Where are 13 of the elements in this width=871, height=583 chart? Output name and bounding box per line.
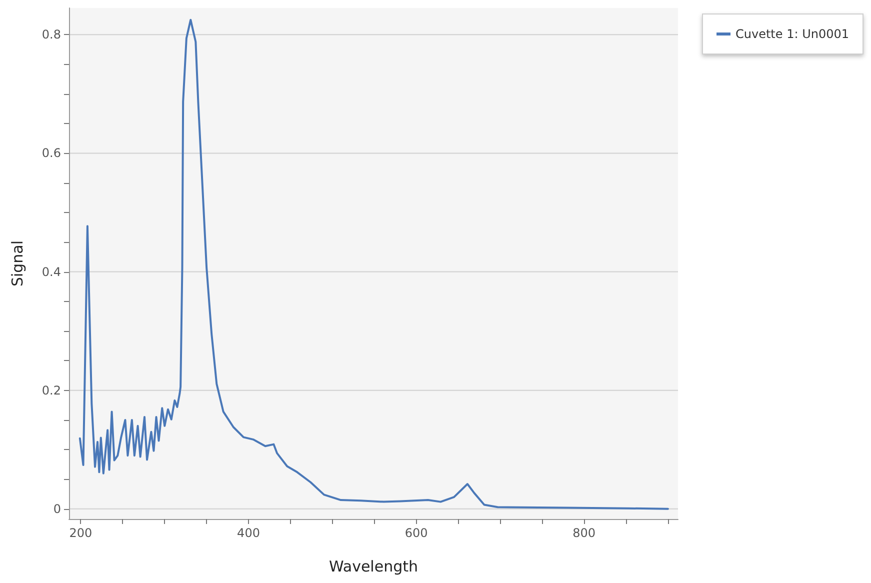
x-tick-label: 600 bbox=[404, 526, 428, 540]
y-tick-label: 0 bbox=[53, 502, 61, 516]
x-tick-label: 200 bbox=[69, 526, 92, 540]
y-tick-label: 0.4 bbox=[42, 264, 61, 279]
y-tick-label: 0.2 bbox=[42, 383, 61, 398]
line-series bbox=[78, 18, 669, 510]
y-tick-label: 0.8 bbox=[42, 28, 61, 42]
x-tick-label: 400 bbox=[237, 526, 260, 540]
x-tick-label: 800 bbox=[572, 526, 596, 540]
y-tick-label: 0.6 bbox=[42, 146, 61, 160]
legend-label: Cuvette 1: Un0001 bbox=[736, 27, 850, 41]
x-axis-title: Wavelength bbox=[329, 558, 418, 576]
y-axis-title: Signal bbox=[8, 240, 26, 287]
